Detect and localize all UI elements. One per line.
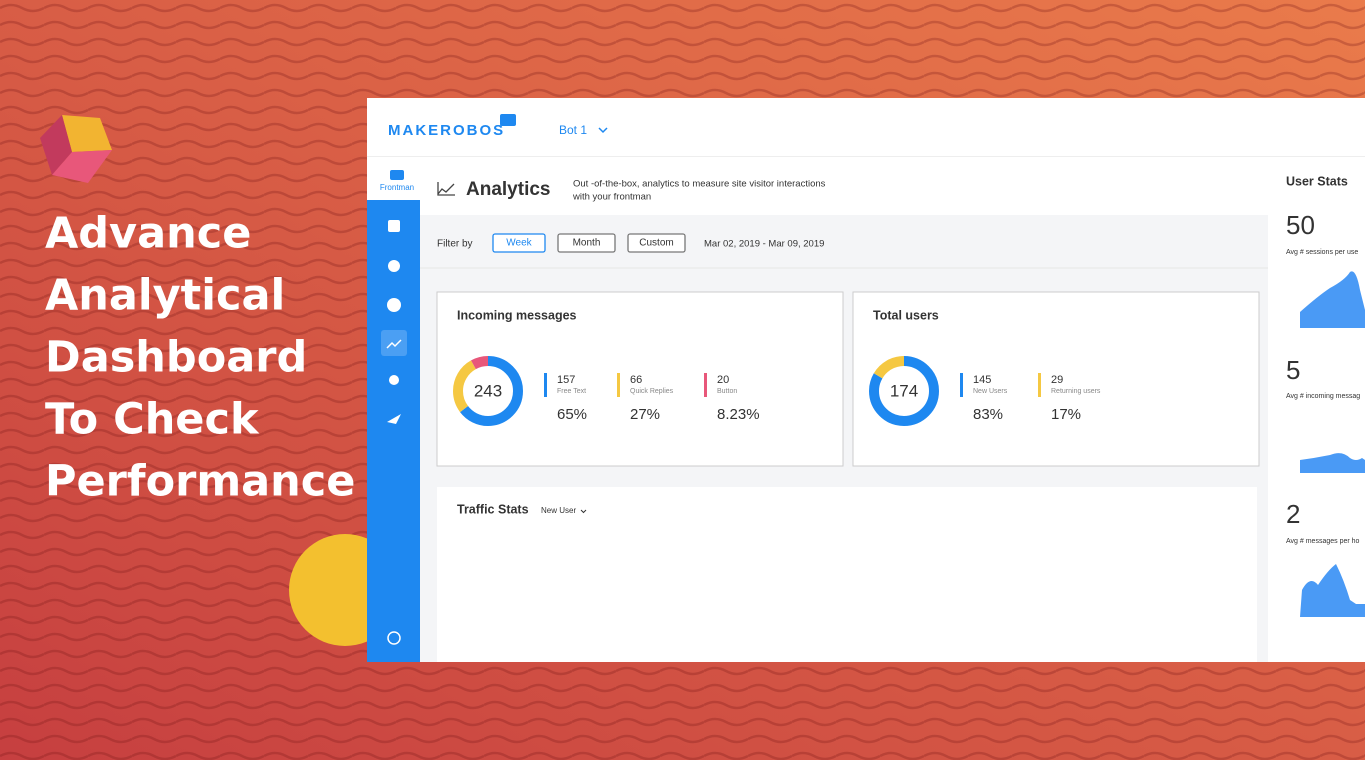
legend-bar [704,373,707,397]
chevron [598,127,608,134]
item-count: 157 [557,374,575,386]
sparkline [1300,271,1365,328]
donut-segment [869,356,939,426]
donut-segment [453,356,523,426]
filter-buttons: Week Month Custom [492,233,686,253]
cards: Incoming messages 157 Free Text 65% 66 Quick … [436,291,1260,467]
chart-title: Traffic Stats [457,502,529,516]
top-bar [367,98,1365,157]
user-stats-panel [1268,157,1365,662]
stat-label: Avg # sessions per use [1286,249,1358,256]
item-label: Button [717,388,737,395]
headline-line: Performance [45,457,355,507]
item-percent: 27% [630,406,660,423]
card [436,291,844,467]
brand-icon [500,114,516,126]
stat-value: 50 [1286,210,1315,240]
legend-bar [1038,373,1041,397]
card [852,291,1260,467]
page-header [420,157,1268,215]
donut-total: 243 [474,381,502,400]
sparkline [1300,564,1365,617]
filter-button-label: Week [506,238,532,249]
item-percent: 17% [1051,406,1081,423]
item-count: 66 [630,374,642,386]
filter-button-label: Custom [639,238,673,249]
filter-label: Filter by [437,239,473,250]
headline-line: Dashboard [45,333,307,383]
description: Out -of-the-box, analytics to measure si… [573,179,826,190]
item-label: Quick Replies [630,388,674,395]
stat-label: Avg # incoming messag [1286,393,1360,400]
stat-value: 5 [1286,355,1300,385]
filter-button[interactable] [492,233,546,253]
sidebar [367,200,420,662]
headline-line: Advance [45,209,251,259]
description: with your frontman [572,192,651,203]
chart-dropdown[interactable]: New User [541,506,576,515]
headline-line: Analytical [45,271,285,321]
brand: MAKEROBOS [388,122,505,139]
sidebar-label: Frontman [380,183,414,192]
analytics-icon [437,182,455,196]
item-label: Free Text [557,388,586,395]
filter-button-label: Month [573,238,601,249]
legend-bar [544,373,547,397]
filter-button[interactable] [627,233,686,253]
sidebar-icons[interactable] [386,220,402,645]
cube [40,115,112,183]
bot-icon [390,170,404,180]
donut-segment [453,356,523,426]
item-count: 29 [1051,374,1063,386]
legend-bar [617,373,620,397]
bot-selector[interactable]: Bot 1 [559,123,587,137]
filter-button[interactable] [557,233,616,253]
active-item [381,330,407,356]
sparkline [1300,453,1365,473]
card-title: Incoming messages [457,308,577,322]
card-title: Total users [873,308,939,322]
chevron [580,509,587,514]
item-percent: 65% [557,406,587,423]
user-stats: User Stats 50 Avg # sessions per use 5 A… [1286,174,1365,617]
headline-line: To Check [45,395,260,445]
page-title: Analytics [466,179,550,200]
stat-label: Avg # messages per ho [1286,538,1360,545]
item-percent: 83% [973,406,1003,423]
stat-value: 2 [1286,499,1300,529]
traffic-card [437,487,1257,662]
item-label: New Users [973,388,1008,395]
item-count: 145 [973,374,991,386]
item-count: 20 [717,374,729,386]
date-range: Mar 02, 2019 - Mar 09, 2019 [704,239,824,250]
item-percent: 8.23% [717,406,760,423]
donut-total: 174 [890,381,918,400]
item-label: Returning users [1051,388,1101,395]
legend-bar [960,373,963,397]
user-stats-title: User Stats [1286,174,1348,188]
dashboard-window: MAKEROBOS Bot 1 Frontman Analytics Out -… [367,98,1365,662]
